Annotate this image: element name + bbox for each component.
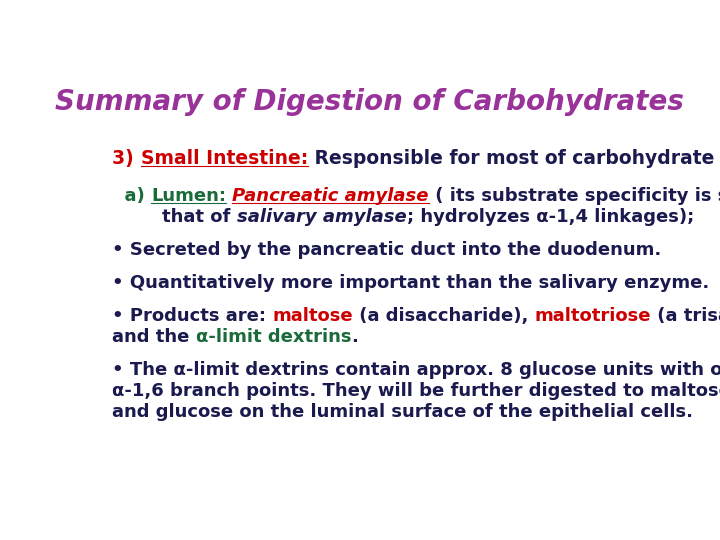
Text: (a disaccharide),: (a disaccharide), bbox=[354, 307, 535, 326]
Text: • The α-limit dextrins contain approx. 8 glucose units with one or more: • The α-limit dextrins contain approx. 8… bbox=[112, 361, 720, 380]
Text: Responsible for most of carbohydrate digestion.: Responsible for most of carbohydrate dig… bbox=[308, 149, 720, 168]
Text: Pancreatic amylase: Pancreatic amylase bbox=[232, 187, 428, 205]
Text: and the: and the bbox=[112, 328, 196, 346]
Text: a): a) bbox=[112, 187, 151, 205]
Text: • Secreted by the pancreatic duct into the duodenum.: • Secreted by the pancreatic duct into t… bbox=[112, 241, 662, 259]
Text: maltotriose: maltotriose bbox=[535, 307, 652, 326]
Text: α-1,6 branch points. They will be further digested to maltose, maltotriose,: α-1,6 branch points. They will be furthe… bbox=[112, 382, 720, 400]
Text: • Quantitatively more important than the salivary enzyme.: • Quantitatively more important than the… bbox=[112, 274, 710, 292]
Text: α-limit dextrins: α-limit dextrins bbox=[196, 328, 351, 346]
Text: (a trisaccharide),: (a trisaccharide), bbox=[652, 307, 720, 326]
Text: Lumen:: Lumen: bbox=[151, 187, 226, 205]
Text: and glucose on the luminal surface of the epithelial cells.: and glucose on the luminal surface of th… bbox=[112, 403, 693, 421]
Text: ( its substrate specificity is similar to: ( its substrate specificity is similar t… bbox=[428, 187, 720, 205]
Text: 3): 3) bbox=[112, 149, 140, 168]
Text: maltose: maltose bbox=[273, 307, 354, 326]
Text: that of: that of bbox=[112, 207, 237, 226]
Text: .: . bbox=[351, 328, 359, 346]
Text: ; hydrolyzes α-1,4 linkages);: ; hydrolyzes α-1,4 linkages); bbox=[407, 207, 694, 226]
Text: Small Intestine:: Small Intestine: bbox=[140, 149, 308, 168]
Text: • Products are:: • Products are: bbox=[112, 307, 273, 326]
Text: Summary of Digestion of Carbohydrates: Summary of Digestion of Carbohydrates bbox=[55, 88, 683, 116]
Text: salivary amylase: salivary amylase bbox=[237, 207, 407, 226]
